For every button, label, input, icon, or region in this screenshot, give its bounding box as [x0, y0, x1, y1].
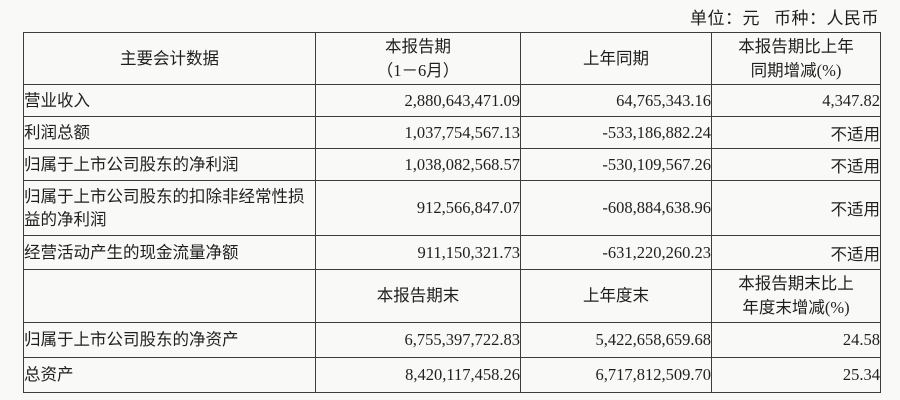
header-prior-year-end: 上年度末	[520, 269, 712, 323]
value-prior-period: -530,109,567.26	[520, 148, 712, 181]
value-change-percent: 不适用	[711, 235, 881, 270]
table-row-net-profit-excl-nonrecurring: 归属于上市公司股东的扣除非经常性损益的净利润 912,566,847.07 -6…	[23, 180, 881, 236]
header-period-change-line1: 本报告期比上年	[738, 36, 854, 56]
table-row-net-profit-attributable: 归属于上市公司股东的净利润 1,038,082,568.57 -530,109,…	[23, 148, 881, 181]
row-label: 归属于上市公司股东的扣除非经常性损益的净利润	[23, 180, 316, 236]
header-period-end-change: 本报告期末比上 年度末增减(%)	[711, 269, 881, 323]
value-prior-period: 64,765,343.16	[520, 84, 712, 117]
row-label: 营业收入	[23, 84, 316, 117]
table-row-total-assets: 总资产 8,420,117,458.26 6,717,812,509.70 25…	[23, 357, 881, 393]
row-label: 利润总额	[23, 116, 316, 149]
key-accounting-data-table: 主要会计数据 本报告期 （1－6月） 上年同期 本报告期比上年 同期增减(%) …	[23, 32, 881, 393]
value-change-percent: 不适用	[711, 180, 881, 236]
value-current-period-end: 6,755,397,722.83	[315, 322, 521, 358]
header-empty-cell	[23, 269, 316, 323]
value-prior-period: -533,186,882.24	[520, 116, 712, 149]
header-prior-period: 上年同期	[520, 32, 712, 85]
header-period-end-change-line2: 年度末增减(%)	[742, 298, 850, 317]
table-row-net-assets-attributable: 归属于上市公司股东的净资产 6,755,397,722.83 5,422,658…	[23, 322, 881, 358]
value-change-percent: 24.58	[711, 322, 881, 358]
table-header-period-end-row: 本报告期末 上年度末 本报告期末比上 年度末增减(%)	[23, 269, 881, 323]
row-label: 总资产	[23, 357, 316, 393]
value-change-percent: 不适用	[711, 148, 881, 181]
value-current-period-end: 8,420,117,458.26	[315, 357, 521, 393]
value-current-period: 911,150,321.73	[315, 235, 521, 270]
header-main-accounting-data: 主要会计数据	[23, 32, 316, 85]
header-period-end-change-line1: 本报告期末比上	[738, 274, 854, 294]
header-current-period-line1: 本报告期	[385, 36, 451, 56]
unit-currency-caption: 单位：元 币种：人民币	[690, 4, 879, 29]
value-prior-period: -631,220,260.23	[520, 235, 712, 270]
table-header-period-row: 主要会计数据 本报告期 （1－6月） 上年同期 本报告期比上年 同期增减(%)	[23, 32, 881, 85]
row-label: 归属于上市公司股东的净资产	[23, 322, 316, 358]
value-change-percent: 25.34	[711, 357, 881, 393]
row-label: 经营活动产生的现金流量净额	[23, 235, 316, 270]
currency-label: 币种：人民币	[774, 9, 879, 28]
header-current-period: 本报告期 （1－6月）	[315, 32, 521, 85]
value-change-percent: 不适用	[711, 116, 881, 149]
header-period-change: 本报告期比上年 同期增减(%)	[711, 32, 881, 85]
table-row-total-profit: 利润总额 1,037,754,567.13 -533,186,882.24 不适…	[23, 116, 881, 149]
value-current-period: 1,037,754,567.13	[315, 116, 521, 149]
value-prior-year-end: 5,422,658,659.68	[520, 322, 712, 358]
header-period-change-line2: 同期增减(%)	[750, 60, 842, 80]
value-change-percent: 4,347.82	[711, 84, 881, 117]
value-prior-period: -608,884,638.96	[520, 180, 712, 236]
value-current-period: 2,880,643,471.09	[315, 84, 521, 117]
value-current-period: 912,566,847.07	[315, 180, 521, 236]
table-row-operating-cash-flow: 经营活动产生的现金流量净额 911,150,321.73 -631,220,26…	[23, 235, 881, 270]
unit-label: 单位：元	[690, 9, 760, 28]
header-current-period-line2: （1－6月）	[376, 60, 460, 80]
value-current-period: 1,038,082,568.57	[315, 148, 521, 181]
row-label: 归属于上市公司股东的净利润	[23, 148, 316, 181]
value-prior-year-end: 6,717,812,509.70	[520, 357, 712, 393]
header-current-period-end: 本报告期末	[315, 269, 521, 323]
table-row-operating-revenue: 营业收入 2,880,643,471.09 64,765,343.16 4,34…	[23, 84, 881, 117]
